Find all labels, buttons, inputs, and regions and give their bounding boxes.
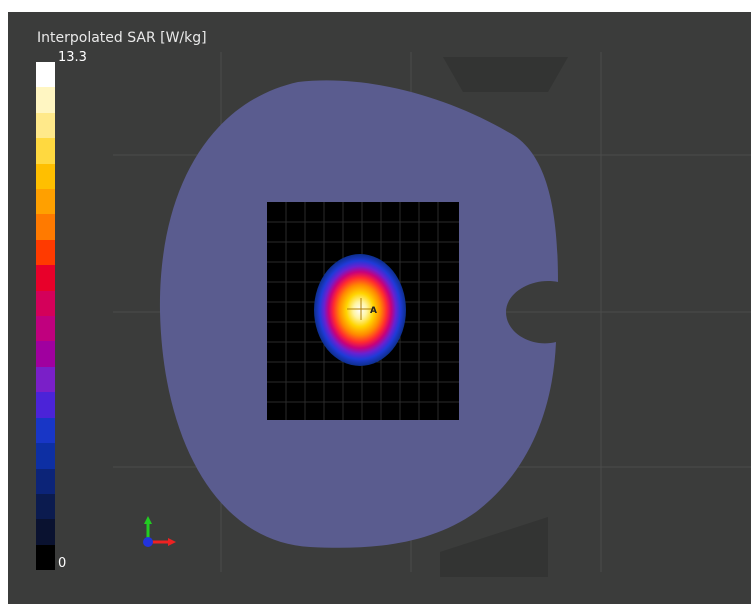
axes-triad-icon — [143, 516, 176, 547]
colorbar-segment — [36, 214, 55, 240]
colorbar — [36, 62, 55, 571]
colorbar-segment — [36, 544, 55, 571]
colorbar-min-label: 0 — [58, 556, 67, 571]
measurement-marker: A — [347, 298, 377, 320]
sar-hotspot — [314, 254, 406, 366]
colorbar-max-label: 13.3 — [58, 50, 87, 65]
3d-viewport[interactable]: A Interpolated SAR [W/kg] 13.3 0 — [8, 12, 751, 604]
colorbar-segment — [36, 392, 55, 418]
sar-scene: A — [113, 52, 751, 577]
phantom-holder-top — [443, 57, 568, 92]
colorbar-segment — [36, 417, 55, 444]
scan-grid — [267, 202, 459, 420]
legend-title: Interpolated SAR [W/kg] — [37, 30, 207, 46]
marker-label: A — [370, 306, 377, 316]
colorbar-segment — [36, 493, 55, 520]
colorbar-segment — [36, 341, 55, 367]
colorbar-segment — [36, 163, 55, 190]
colorbar-segment — [36, 265, 55, 291]
phantom-holder-bottom — [440, 517, 548, 577]
colorbar-segment — [36, 519, 55, 545]
colorbar-segment — [36, 468, 55, 494]
colorbar-segment — [36, 62, 55, 88]
colorbar-segment — [36, 112, 55, 139]
colorbar-segment — [36, 366, 55, 393]
colorbar-segment — [36, 87, 55, 113]
colorbar-segment — [36, 290, 55, 317]
colorbar-segment — [36, 189, 55, 215]
colorbar-segment — [36, 138, 55, 164]
colorbar-segment — [36, 239, 55, 266]
colorbar-segment — [36, 443, 55, 469]
colorbar-segment — [36, 316, 55, 342]
